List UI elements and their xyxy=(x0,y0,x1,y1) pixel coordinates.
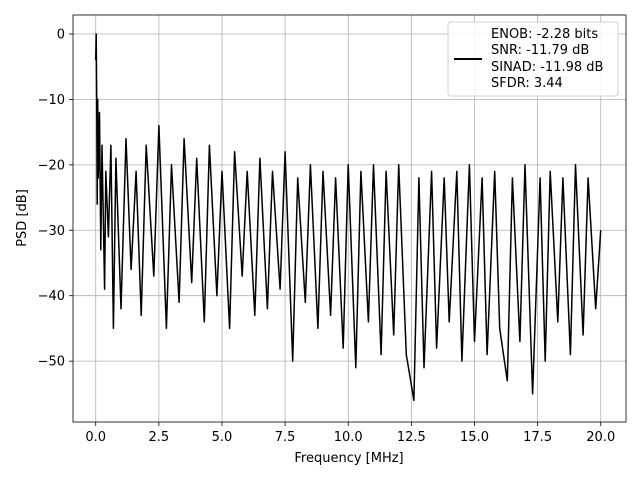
plot-frame xyxy=(72,14,627,423)
y-axis-label: PSD [dB] xyxy=(15,189,30,247)
x-tick-label: 5.0 xyxy=(212,430,233,445)
legend-box xyxy=(447,21,619,97)
x-tick-label: 17.5 xyxy=(523,430,552,445)
y-tick-label: −10 xyxy=(38,93,65,108)
x-tick-label: 7.5 xyxy=(275,430,296,445)
y-tick-label: −40 xyxy=(38,289,65,304)
legend: ENOB: -2.28 bits SNR: -11.79 dB SINAD: -… xyxy=(447,21,619,97)
x-axis-ticks: 0.0 2.5 5.0 7.5 10.0 12.5 15.0 17.5 20.0 xyxy=(85,422,615,445)
x-tick-label: 15.0 xyxy=(460,430,489,445)
psd-series-line xyxy=(94,33,602,402)
x-tick-label: 0.0 xyxy=(85,430,106,445)
y-tick-label: −30 xyxy=(38,224,65,239)
x-tick-label: 2.5 xyxy=(149,430,170,445)
legend-line-snr: SNR: -11.79 dB xyxy=(491,43,589,58)
y-tick-label: −20 xyxy=(38,158,65,173)
legend-line-sfdr: SFDR: 3.44 xyxy=(491,76,563,91)
y-tick-label: −50 xyxy=(38,355,65,370)
y-axis-ticks: 0 −10 −20 −30 −40 −50 xyxy=(38,27,73,370)
series-layer xyxy=(94,33,602,402)
x-tick-label: 12.5 xyxy=(397,430,426,445)
x-tick-label: 20.0 xyxy=(586,430,615,445)
legend-line-sinad: SINAD: -11.98 dB xyxy=(491,60,603,75)
y-tick-label: 0 xyxy=(57,27,65,42)
legend-line-enob: ENOB: -2.28 bits xyxy=(491,27,598,42)
x-tick-label: 10.0 xyxy=(334,430,363,445)
x-axis-label: Frequency [MHz] xyxy=(294,451,403,466)
